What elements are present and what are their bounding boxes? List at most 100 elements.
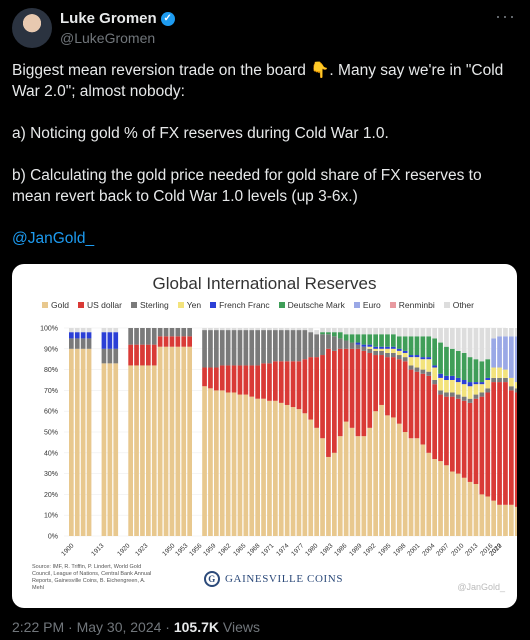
bar-segment — [219, 328, 225, 331]
bar-segment — [237, 394, 243, 536]
bar-segment — [461, 396, 467, 401]
bar-segment — [455, 377, 461, 383]
bar-segment — [107, 348, 113, 364]
tweet-meta: 2:22 PM · May 30, 2024 · 105.7K Views — [12, 619, 260, 635]
bar-segment — [74, 332, 80, 339]
bar-segment — [101, 363, 107, 536]
bar-segment — [420, 328, 426, 337]
bar-segment — [438, 461, 443, 536]
bar-segment — [367, 328, 373, 335]
tweet-timestamp[interactable]: 2:22 PM · May 30, 2024 · — [12, 619, 174, 635]
bar-segment — [438, 328, 443, 343]
gainesville-coins-logo: G GAINESVILLE COINS — [204, 571, 343, 587]
bar-segment — [367, 334, 373, 345]
y-tick-label: 0% — [48, 534, 58, 541]
bar-segment — [461, 384, 467, 397]
chart-image-card[interactable]: Global International Reserves Gold US dol… — [12, 264, 517, 608]
y-tick-label: 80% — [44, 367, 58, 374]
chart-title: Global International Reserves — [152, 274, 377, 293]
bar-segment — [373, 350, 378, 356]
bar-segment — [467, 402, 473, 482]
bar-segment — [391, 328, 396, 335]
y-tick-label: 70% — [44, 388, 58, 395]
bar-segment — [414, 357, 420, 368]
author-name[interactable]: Luke Gromen — [60, 10, 157, 27]
author-handle[interactable]: @LukeGromen — [60, 30, 156, 46]
bar-segment — [396, 355, 402, 360]
bar-segment — [497, 377, 502, 383]
bar-segment — [255, 398, 260, 536]
bar-segment — [479, 328, 485, 362]
bar-segment — [349, 334, 355, 343]
bar-segment — [326, 456, 331, 536]
bar-segment — [485, 388, 491, 393]
tweet-line: a) Noticing gold % of FX reserves during… — [12, 125, 389, 142]
bar-segment — [408, 355, 414, 358]
bar-segment — [332, 332, 337, 337]
bar-segment — [396, 359, 402, 424]
bar-segment — [503, 382, 508, 505]
bar-segment — [290, 361, 296, 408]
bar-segment — [509, 390, 514, 505]
bar-segment — [467, 398, 473, 403]
verified-badge-icon: ✓ — [160, 11, 175, 26]
bar-segment — [396, 350, 402, 356]
bar-segment — [450, 396, 455, 472]
bar-segment — [219, 365, 225, 391]
bar-segment — [157, 328, 163, 337]
bar-segment — [514, 392, 517, 507]
bar-segment — [373, 334, 378, 347]
bar-segment — [146, 365, 151, 536]
bar-segment — [278, 402, 284, 536]
bar-segment — [473, 359, 479, 383]
bar-segment — [80, 332, 86, 339]
bar-segment — [214, 328, 219, 331]
bar-segment — [187, 346, 192, 536]
bar-segment — [367, 344, 373, 347]
bar-segment — [80, 338, 86, 349]
bar-segment — [278, 328, 284, 331]
bar-segment — [296, 328, 302, 331]
bar-segment — [187, 328, 192, 337]
bar-segment — [302, 413, 308, 536]
bar-segment — [444, 346, 449, 376]
legend-item: French Franc — [210, 300, 270, 310]
bar-segment — [237, 328, 243, 331]
bar-segment — [202, 328, 207, 331]
bar-segment — [391, 417, 396, 536]
bar-segment — [408, 365, 414, 370]
bar-segment — [320, 438, 325, 536]
bar-segment — [225, 330, 231, 366]
legend-swatch — [130, 302, 137, 308]
x-tick-label: 1965 — [232, 542, 247, 557]
bar-segment — [485, 392, 491, 497]
bar-segment — [450, 328, 455, 349]
x-tick-label: 1977 — [290, 542, 305, 557]
author-avatar[interactable] — [12, 8, 52, 48]
bar-segment — [146, 344, 151, 366]
bar-segment — [326, 348, 331, 457]
more-icon[interactable]: ··· — [495, 6, 516, 26]
bar-segment — [326, 334, 331, 349]
bar-segment — [74, 328, 80, 333]
bar-segment — [408, 357, 414, 366]
bar-segment — [373, 355, 378, 412]
bar-segment — [473, 384, 479, 395]
bar-segment — [181, 346, 187, 536]
bar-segment — [69, 348, 74, 536]
bar-segment — [332, 452, 337, 536]
bar-segment — [361, 344, 367, 347]
bar-segment — [163, 336, 169, 347]
bar-segment — [290, 407, 296, 536]
bar-segment — [461, 400, 467, 478]
bar-segment — [169, 328, 175, 337]
bar-segment — [426, 336, 432, 358]
mention-link[interactable]: @JanGold_ — [12, 230, 95, 247]
bar-segment — [74, 348, 80, 536]
bar-segment — [497, 367, 502, 378]
bar-segment — [361, 328, 367, 335]
bar-segment — [107, 332, 113, 349]
bar-segment — [373, 346, 378, 349]
bar-segment — [455, 394, 461, 399]
bar-segment — [385, 346, 390, 349]
